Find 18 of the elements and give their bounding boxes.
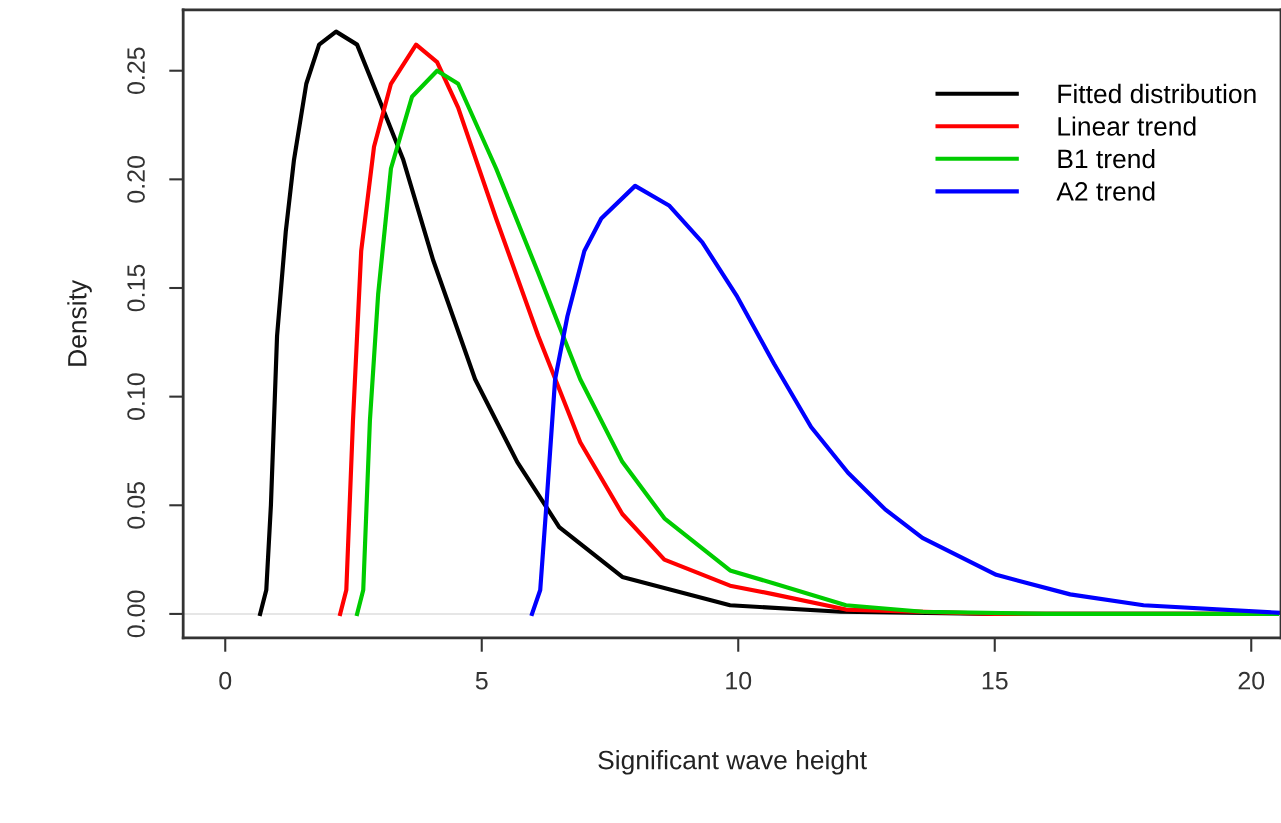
x-tick-label: 15 bbox=[982, 672, 1008, 690]
y-tick-label: 0.10 bbox=[127, 373, 145, 420]
y-tick-label: 0.25 bbox=[127, 47, 145, 95]
y-tick-label: 0.20 bbox=[127, 156, 145, 203]
y-axis-title: Density bbox=[67, 279, 92, 366]
x-axis-title: Significant wave height bbox=[598, 750, 867, 775]
line-series bbox=[529, 183, 1281, 617]
legend-label: A2 trend bbox=[1056, 181, 1155, 201]
legend-label: Linear trend bbox=[1058, 116, 1196, 136]
legend-label: B1 trend bbox=[1058, 148, 1155, 169]
x-tick-label: 20 bbox=[1238, 671, 1265, 690]
y-tick-label: 0.05 bbox=[127, 482, 145, 529]
y-tick-label: 0.00 bbox=[127, 590, 145, 638]
x-tick-label: 10 bbox=[726, 671, 752, 690]
x-tick-label: 0 bbox=[219, 671, 232, 690]
x-tick-label: 5 bbox=[475, 672, 488, 690]
y-tick-label: 0.15 bbox=[127, 264, 145, 312]
legend-label: Fitted distribution bbox=[1058, 83, 1256, 104]
